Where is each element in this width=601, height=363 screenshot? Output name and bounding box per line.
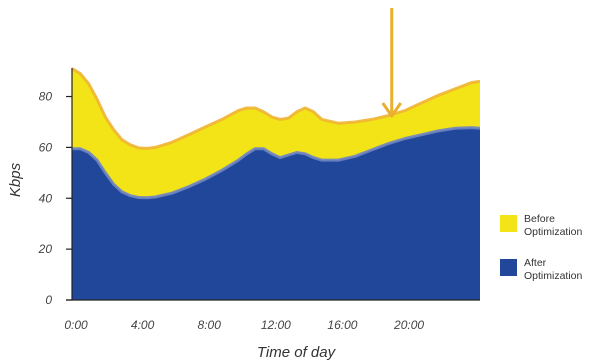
- x-tick-label: 12:00: [261, 318, 291, 332]
- axes: [66, 68, 480, 301]
- x-tick-label: 20:00: [393, 318, 424, 332]
- legend: Before Optimization After Optimization: [500, 213, 601, 297]
- legend-swatch-after: [500, 259, 517, 276]
- x-tick-label: 8:00: [198, 318, 222, 332]
- y-tick-label: 20: [38, 242, 53, 256]
- arrow-head: [381, 102, 402, 118]
- y-tick-labels: 0 20 40 60 80: [38, 90, 53, 307]
- legend-item-before: Before Optimization: [500, 213, 601, 253]
- x-tick-label: 0:00: [64, 318, 88, 332]
- x-tick-label: 4:00: [131, 318, 155, 332]
- y-axis-title: Kbps: [7, 162, 24, 197]
- legend-item-after: After Optimization: [500, 257, 601, 297]
- y-tick-label: 60: [39, 140, 53, 154]
- annotation-arrow: [381, 8, 402, 118]
- y-tick-label: 80: [39, 90, 53, 104]
- series-line-after: [72, 126, 481, 200]
- legend-label-after: After Optimization: [524, 257, 583, 282]
- y-tick-label: 0: [45, 293, 52, 307]
- x-tick-label: 16:00: [327, 318, 357, 332]
- x-tick-labels: 0:00 4:00 8:00 12:00 16:00 20:00: [64, 318, 424, 332]
- series-area-after: [72, 127, 480, 300]
- y-tick-label: 40: [39, 191, 53, 205]
- x-axis-title: Time of day: [257, 344, 337, 361]
- plot-area: [71, 67, 481, 300]
- legend-label-before: Before Optimization: [524, 213, 583, 238]
- legend-swatch-before: [500, 215, 517, 232]
